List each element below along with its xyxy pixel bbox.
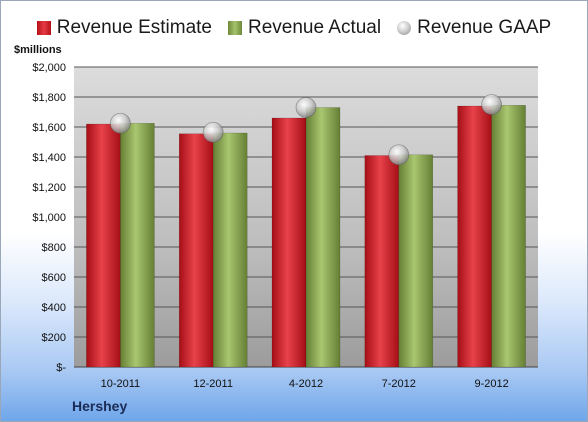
bar-actual (120, 123, 155, 368)
x-tick-label: 4-2012 (289, 378, 323, 390)
bar-estimate (178, 133, 214, 368)
y-tick-label: $200 (42, 332, 66, 344)
x-tick-label: 9-2012 (474, 378, 508, 390)
y-tick-label: $1,800 (32, 92, 66, 104)
x-tick-label: 10-2011 (101, 378, 141, 390)
bar-estimate (364, 155, 400, 368)
bar-actual (305, 107, 341, 368)
bar-estimate (86, 123, 121, 368)
y-tick-label: $1,200 (32, 182, 66, 194)
gaap-marker (110, 112, 131, 134)
gaap-marker (388, 144, 410, 166)
legend-item-actual: Revenue Actual (228, 17, 381, 39)
y-tick-label: $2,000 (32, 62, 66, 74)
legend-item-gaap: Revenue GAAP (397, 17, 551, 39)
y-tick-label: $600 (42, 272, 66, 284)
gaap-marker (202, 121, 224, 143)
y-axis-ticks: $- $200 $400 $600 $800 $1,000 $1,200 $1,400 $1,6… (32, 62, 66, 374)
y-tick-label: $400 (42, 302, 66, 314)
y-axis-unit-label: $millions (14, 44, 62, 56)
y-tick-label: $1,400 (32, 152, 66, 164)
y-tick-label: $800 (42, 242, 66, 254)
x-tick-label: 7-2012 (382, 378, 416, 390)
company-label: Hershey (72, 398, 128, 414)
gaap-marker (295, 97, 317, 118)
y-tick-label: $1,600 (32, 122, 66, 134)
bar-actual (212, 132, 248, 368)
bar-estimate (271, 117, 307, 368)
legend-label-gaap: Revenue GAAP (417, 17, 552, 38)
legend-swatch-estimate (36, 21, 51, 35)
gaap-marker (481, 94, 503, 115)
legend-label-estimate: Revenue Estimate (56, 17, 212, 38)
y-tick-label: $- (56, 362, 66, 374)
legend-swatch-gaap (397, 21, 412, 35)
bars (86, 105, 526, 368)
legend: Revenue Estimate Revenue Actual Revenue … (0, 15, 588, 41)
bar-actual (491, 105, 526, 368)
legend-label-actual: Revenue Actual (248, 17, 382, 38)
legend-swatch-actual (228, 21, 242, 35)
bar-estimate (457, 105, 492, 368)
y-tick-label: $1,000 (32, 212, 66, 224)
x-axis-ticks: 10-2011 12-2011 4-2012 7-2012 9-2012 (101, 378, 509, 390)
gaap-markers (110, 94, 503, 166)
x-tick-label: 12-2011 (193, 378, 233, 390)
bar-actual (398, 154, 434, 368)
legend-item-estimate: Revenue Estimate (36, 17, 212, 39)
